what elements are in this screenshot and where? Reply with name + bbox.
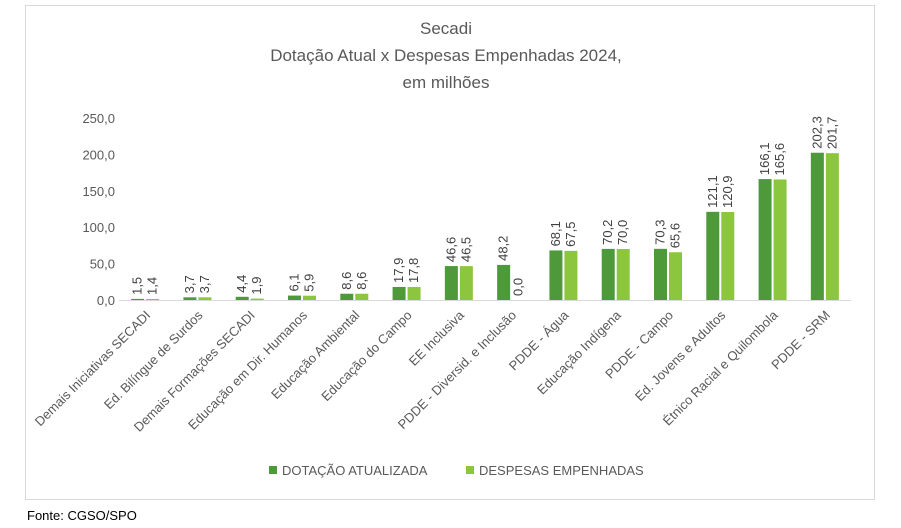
bar-dotacao [340,293,354,300]
y-tick-label: 150,0 [82,184,115,199]
data-label: 70,0 [615,220,630,245]
data-label: 202,3 [809,116,824,149]
data-label: 165,6 [772,143,787,176]
data-label: 0,0 [511,278,526,296]
bar-dotacao [654,248,667,300]
data-label: 65,6 [668,223,683,248]
data-label: 17,9 [391,258,406,283]
data-label: 70,3 [653,220,668,245]
data-label: 17,8 [406,258,421,283]
bar-dotacao [549,250,563,300]
x-category-label: Educação do Campo [318,308,414,404]
bar-dotacao [810,152,824,300]
x-category-label: Educação Ambiental [268,307,362,401]
y-tick-label: 50,0 [90,257,115,272]
data-label: 1,4 [145,277,160,295]
legend-swatch-despesas [466,466,474,474]
data-label: 201,7 [824,117,839,150]
bar-dotacao [758,179,772,300]
y-tick-label: 0,0 [97,293,115,308]
data-label: 1,9 [249,277,264,295]
x-category-label: Ed. Bilíngue de Surdos [101,307,206,412]
bar-despesas [407,287,421,300]
data-label: 48,2 [496,236,511,261]
data-label: 3,7 [197,275,212,293]
bar-despesas [825,153,839,300]
data-label: 4,4 [234,275,249,293]
bar-despesas [459,266,473,300]
bar-despesas [564,250,578,300]
bar-dotacao [235,296,249,300]
bar-despesas [721,211,735,300]
source-note: Fonte: CGSO/SPO [27,508,137,523]
bar-despesas [773,179,787,300]
y-tick-label: 200,0 [82,147,115,162]
bar-despesas [616,249,630,300]
legend-label-despesas: DESPESAS EMPENHADAS [479,463,644,478]
legend-label-dotacao: DOTAÇÃO ATUALIZADA [282,463,428,478]
legend-swatch-dotacao [269,466,277,474]
chart-frame: Secadi Dotação Atual x Despesas Empenhada… [25,5,875,500]
data-label: 1,5 [130,277,145,295]
bar-despesas [250,298,264,300]
bar-despesas [355,293,369,300]
bar-despesas [146,298,160,300]
data-label: 68,1 [548,221,563,246]
y-tick-label: 100,0 [82,220,115,235]
data-label: 166,1 [757,143,772,176]
bar-chart: Secadi Dotação Atual x Despesas Empenhada… [32,19,851,478]
bar-dotacao [601,248,615,300]
bar-despesas [669,252,682,300]
data-label: 8,6 [339,272,354,290]
bar-dotacao [706,211,720,300]
chart-title-line-1: Secadi [420,19,472,38]
data-label: 6,1 [287,273,302,291]
bar-dotacao [288,295,301,300]
data-label: 70,2 [600,220,615,245]
chart-title-line-2: Dotação Atual x Despesas Empenhadas 2024… [270,46,622,65]
bar-despesas [198,297,212,300]
bar-dotacao [131,298,145,300]
bar-dotacao [444,266,458,300]
bar-dotacao [497,264,511,300]
bar-dotacao [183,297,197,300]
y-tick-label: 250,0 [82,111,115,126]
data-label: 121,1 [705,175,720,208]
data-label: 46,5 [458,237,473,262]
data-label: 46,6 [443,237,458,262]
bar-dotacao [392,286,406,300]
data-label: 5,9 [302,274,317,292]
data-label: 3,7 [182,275,197,293]
x-category-label: Ed. Jovens e Adultos [632,307,729,404]
data-label: 120,9 [720,175,735,208]
bar-despesas [303,295,316,300]
data-label: 8,6 [354,272,369,290]
data-label: 67,5 [563,222,578,247]
chart-title-line-3: em milhões [403,73,490,92]
